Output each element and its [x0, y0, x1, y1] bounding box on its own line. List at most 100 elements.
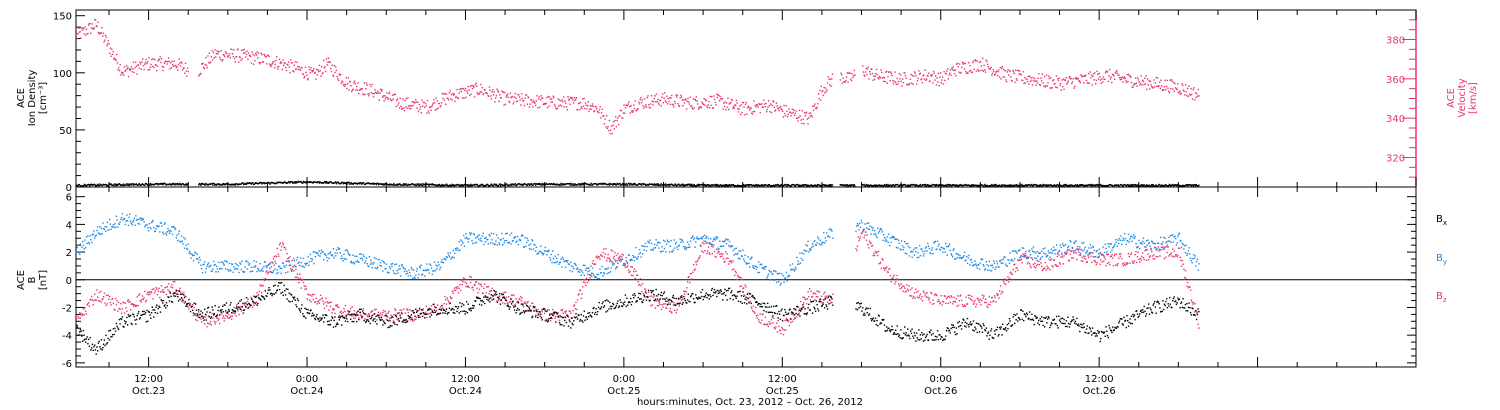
- velocity-series-point: [225, 52, 227, 54]
- velocity-series-point: [1002, 76, 1004, 78]
- velocity-series-point: [484, 89, 486, 91]
- by-series-point: [361, 257, 363, 259]
- velocity-series-point: [1112, 74, 1114, 76]
- by-series-point: [591, 275, 593, 278]
- by-series-point: [697, 238, 699, 240]
- by-series-point: [395, 263, 398, 265]
- by-series-point: [654, 247, 657, 249]
- velocity-series-point: [725, 102, 728, 104]
- velocity-series-point: [299, 69, 302, 71]
- velocity-series-point: [980, 65, 982, 67]
- velocity-series-point: [532, 106, 534, 108]
- density-series-point: [87, 184, 89, 186]
- density-series-point: [153, 183, 156, 186]
- by-series-point: [120, 216, 123, 219]
- by-series-point: [737, 257, 740, 260]
- velocity-series-point: [1158, 81, 1161, 83]
- by-series-point: [574, 263, 576, 265]
- velocity-series-point: [725, 108, 727, 111]
- velocity-series-point: [213, 57, 215, 59]
- density-series-point: [132, 183, 134, 185]
- by-series-point: [609, 260, 611, 263]
- density-series-point: [831, 184, 834, 186]
- velocity-series-point: [1041, 73, 1044, 75]
- density-series-point: [1096, 183, 1098, 186]
- velocity-series-point: [426, 99, 429, 102]
- density-series-point: [866, 185, 869, 187]
- bz-series-point: [118, 307, 121, 310]
- velocity-series-point: [276, 56, 278, 58]
- density-series-point: [779, 184, 782, 187]
- velocity-series-point: [237, 48, 239, 50]
- by-series-point: [207, 263, 209, 266]
- velocity-series-point: [175, 66, 178, 69]
- density-series-point: [424, 183, 426, 185]
- by-series-point: [727, 238, 729, 241]
- by-series-point: [939, 249, 942, 251]
- bz-series-point: [103, 292, 106, 294]
- bz-series-point: [168, 290, 171, 292]
- velocity-series-point: [403, 109, 406, 112]
- by-series-point: [915, 250, 917, 253]
- velocity-series-point: [212, 59, 214, 61]
- velocity-series-point: [974, 59, 976, 61]
- velocity-series-point: [1071, 82, 1073, 85]
- velocity-series-point: [1141, 84, 1143, 86]
- velocity-series-point: [488, 95, 490, 97]
- density-series-point: [654, 184, 656, 186]
- by-series-point: [593, 274, 595, 277]
- velocity-series-point: [1048, 75, 1050, 78]
- velocity-series-point: [758, 102, 760, 105]
- density-series-point: [304, 181, 307, 183]
- density-series-point: [660, 183, 662, 185]
- by-series-point: [1046, 256, 1048, 258]
- velocity-series-point: [917, 77, 919, 79]
- by-series-point: [1058, 249, 1061, 252]
- velocity-series-point: [442, 97, 444, 100]
- by-series-point: [237, 265, 240, 267]
- by-series-point: [1053, 249, 1056, 251]
- by-series-point: [150, 222, 153, 224]
- velocity-series-point: [207, 55, 209, 57]
- velocity-series-point: [323, 67, 326, 69]
- velocity-series-point: [537, 107, 539, 109]
- by-series-point: [430, 267, 433, 269]
- density-series-point: [204, 184, 206, 186]
- density-series-point: [1008, 184, 1011, 186]
- by-series-point: [1029, 249, 1031, 252]
- by-series-point: [645, 250, 648, 252]
- bz-series-point: [179, 287, 181, 289]
- by-series-point: [219, 267, 222, 270]
- velocity-series-point: [209, 62, 211, 64]
- density-series-point: [270, 181, 272, 184]
- velocity-series-point: [1043, 75, 1046, 78]
- velocity-series-point: [278, 65, 280, 68]
- density-series-point: [725, 185, 727, 187]
- by-series-point: [708, 243, 710, 245]
- by-series-point: [314, 251, 316, 253]
- velocity-series-point: [600, 112, 603, 114]
- by-series-point: [540, 245, 542, 247]
- velocity-series-point: [163, 62, 166, 65]
- by-series-point: [959, 254, 961, 257]
- by-series-point: [343, 253, 345, 255]
- velocity-series-point: [1082, 75, 1084, 77]
- by-series-point: [1198, 263, 1200, 265]
- velocity-series-point: [887, 75, 889, 78]
- density-series-point: [581, 182, 583, 185]
- density-series-point: [612, 184, 614, 186]
- velocity-series-point: [426, 112, 428, 114]
- by-series-point: [987, 269, 989, 271]
- velocity-series-point: [731, 99, 733, 101]
- density-series-point: [571, 184, 573, 186]
- density-series-point: [136, 184, 138, 186]
- velocity-series-point: [287, 61, 290, 63]
- by-series-point: [904, 241, 906, 243]
- velocity-series-point: [470, 93, 472, 95]
- by-series-point: [1103, 251, 1106, 254]
- by-series-point: [860, 219, 862, 222]
- by-series-point: [1129, 238, 1131, 240]
- by-series-point: [1049, 256, 1051, 258]
- by-series-point: [246, 268, 249, 270]
- by-series-point: [1072, 250, 1074, 252]
